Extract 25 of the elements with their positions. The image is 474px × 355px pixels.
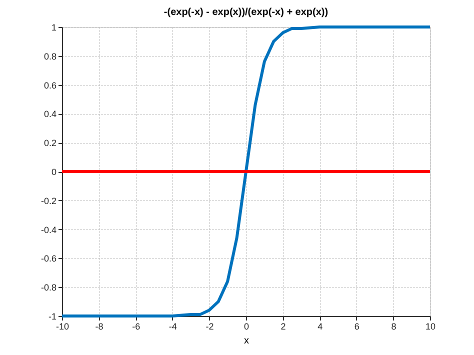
y-tick-label: 1 [51,22,56,32]
x-tick-label: 0 [244,322,250,332]
y-tick-label: -0.8 [40,282,56,293]
x-tick-label: -2 [206,322,214,332]
x-tick-label: -8 [95,322,104,332]
line-series [60,26,432,318]
x-axis-title: x [244,336,249,346]
y-tick-label: -0.2 [40,196,56,206]
x-tick-label: 10 [425,322,436,332]
x-tick-label: 8 [391,322,396,332]
y-tick-label: 0.8 [44,51,56,62]
y-tick-label: -0.4 [40,224,56,235]
y-tick-label: 0.6 [44,80,56,90]
x-tick-label: 4 [318,322,323,332]
y-tick-label: 0.4 [44,109,56,120]
x-tick-label: -10 [56,322,70,332]
y-tick-label: 0.2 [44,138,56,148]
x-tick-label: 6 [354,322,360,332]
y-tick-label: -1 [48,312,56,322]
y-tick-label: 0 [51,167,56,177]
chart-title: -(exp(-x) - exp(x))/(exp(-x) + exp(x)) [164,7,328,18]
x-tick-label: 2 [280,322,286,332]
x-tick-label: -6 [132,322,140,332]
y-tick-label: -0.6 [40,254,56,264]
x-tick-label: -4 [168,322,177,332]
